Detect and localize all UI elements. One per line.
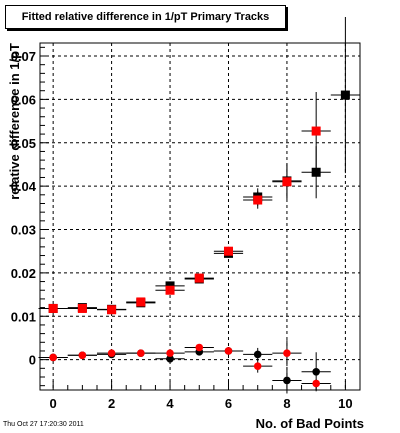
square-marker xyxy=(165,285,175,295)
y-tick-label: 0.03 xyxy=(11,223,36,238)
circle-marker xyxy=(253,362,262,370)
data-point xyxy=(67,351,97,360)
x-tick-label: 10 xyxy=(338,396,352,411)
circle-marker xyxy=(166,354,174,363)
circle-marker xyxy=(312,379,320,388)
square-marker xyxy=(194,273,204,283)
y-axis-label: relative difference in 1/pT xyxy=(7,43,22,200)
data-point xyxy=(301,92,331,171)
data-point xyxy=(243,359,273,373)
plot-frame xyxy=(39,42,361,391)
data-point xyxy=(96,305,127,315)
x-tick-label: 4 xyxy=(166,396,174,411)
x-axis-label: No. of Bad Points xyxy=(256,416,364,431)
circle-marker xyxy=(283,349,291,357)
square-marker xyxy=(253,195,263,205)
square-marker xyxy=(107,305,117,315)
data-point xyxy=(213,347,244,355)
data-point xyxy=(38,353,68,362)
circle-marker xyxy=(312,367,320,376)
circle-marker xyxy=(166,349,174,357)
data-point xyxy=(301,379,331,388)
data-series xyxy=(38,16,360,394)
data-point xyxy=(184,273,214,283)
data-point xyxy=(155,354,185,363)
circle-marker xyxy=(49,353,57,362)
square-marker xyxy=(77,303,87,313)
y-tick-label: 0.01 xyxy=(11,309,36,324)
square-marker xyxy=(311,126,321,136)
y-tick-label: 0.02 xyxy=(11,266,36,281)
circle-marker xyxy=(78,351,87,360)
tick-labels: 0 2 4 6 8 10 0 0.01 0.02 0.03 0.04 0.05 0.06 0.07 xyxy=(11,49,353,411)
square-marker xyxy=(282,177,292,187)
circle-marker xyxy=(195,343,204,352)
y-tick-label: 0.04 xyxy=(11,179,37,194)
x-tick-label: 8 xyxy=(283,396,290,411)
grid xyxy=(40,43,360,390)
x-tick-label: 2 xyxy=(108,396,115,411)
y-tick-label: 0.05 xyxy=(11,136,36,151)
data-point xyxy=(272,340,302,367)
data-point xyxy=(126,349,156,357)
axis-ticks xyxy=(40,46,361,390)
circle-marker xyxy=(283,376,291,385)
square-marker xyxy=(223,246,233,256)
data-point xyxy=(272,164,302,200)
x-tick-label: 6 xyxy=(225,396,232,411)
y-tick-label: 0.06 xyxy=(11,92,36,107)
timestamp: Thu Oct 27 17:20:30 2011 xyxy=(3,421,84,428)
data-point xyxy=(272,367,302,394)
data-point xyxy=(243,191,273,209)
circle-marker xyxy=(224,347,233,355)
y-tick-label: 0 xyxy=(29,353,36,368)
series-0 xyxy=(38,16,360,314)
circle-marker xyxy=(107,349,116,357)
data-point xyxy=(243,347,273,361)
x-tick-label: 0 xyxy=(50,396,57,411)
data-point xyxy=(155,285,185,295)
data-point xyxy=(155,349,185,357)
series-3 xyxy=(38,340,331,388)
data-point xyxy=(67,303,97,313)
chart-title: Fitted relative difference in 1/pT Prima… xyxy=(5,5,286,29)
square-marker xyxy=(340,90,350,100)
circle-marker xyxy=(137,349,145,357)
square-marker xyxy=(311,167,321,177)
data-point xyxy=(126,297,156,307)
y-tick-label: 0.07 xyxy=(11,49,36,64)
data-point xyxy=(213,246,244,256)
data-point xyxy=(38,303,68,313)
series-1 xyxy=(38,92,331,315)
data-point xyxy=(184,343,214,352)
square-marker xyxy=(136,297,146,307)
data-point xyxy=(330,16,360,174)
data-point xyxy=(96,349,127,357)
square-marker xyxy=(48,303,58,313)
circle-marker xyxy=(253,350,262,359)
